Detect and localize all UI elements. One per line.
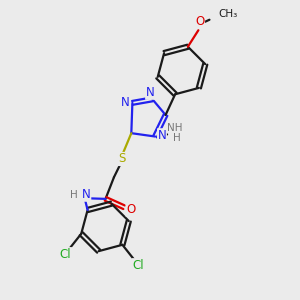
Text: N: N (121, 96, 130, 109)
Text: CH₃: CH₃ (218, 9, 238, 19)
Text: Cl: Cl (60, 248, 71, 261)
Text: H: H (70, 190, 77, 200)
Text: H: H (173, 133, 181, 143)
Text: Cl: Cl (132, 259, 144, 272)
Text: S: S (118, 152, 125, 166)
Text: N: N (158, 129, 166, 142)
Text: O: O (195, 15, 205, 28)
Text: NH: NH (167, 122, 182, 133)
Text: N: N (146, 86, 154, 99)
Text: N: N (82, 188, 91, 201)
Text: O: O (126, 203, 135, 216)
